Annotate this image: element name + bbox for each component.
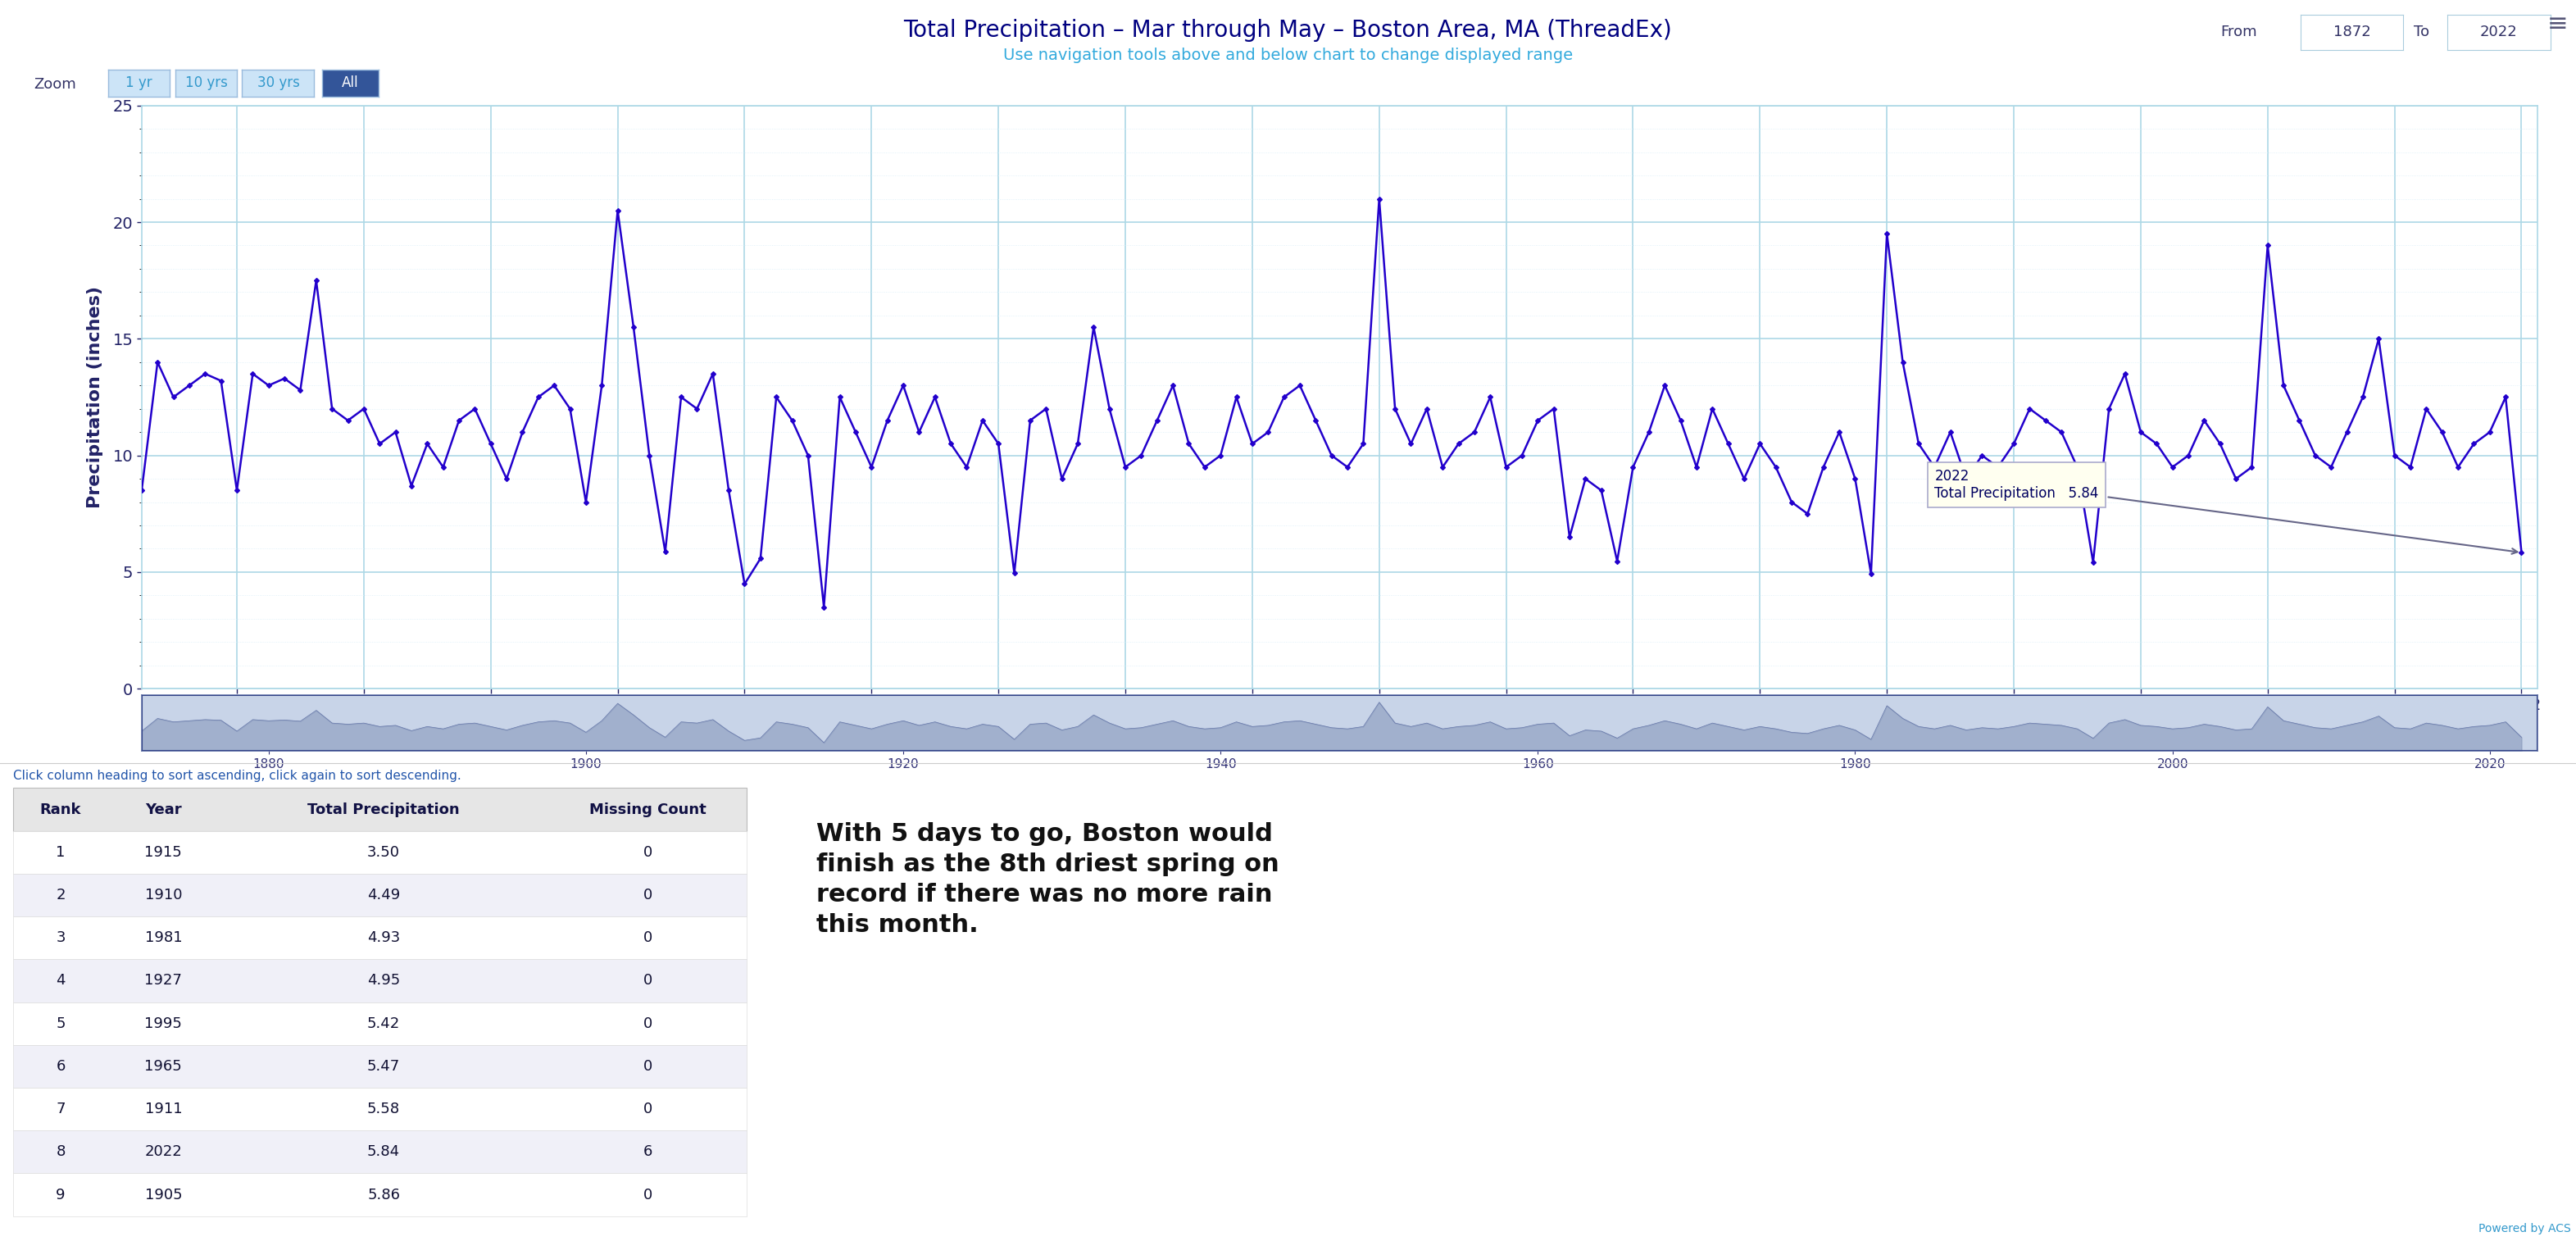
Text: 3: 3 [57, 931, 64, 946]
Text: 5.47: 5.47 [368, 1059, 399, 1073]
Text: 3.50: 3.50 [368, 845, 399, 860]
Text: 9: 9 [57, 1188, 64, 1203]
Text: 0: 0 [644, 973, 652, 988]
Text: 1965: 1965 [144, 1059, 183, 1073]
Text: 30 yrs: 30 yrs [258, 76, 299, 91]
Bar [13, 1131, 747, 1174]
Text: 1981: 1981 [144, 931, 183, 946]
Text: 1927: 1927 [144, 973, 183, 988]
Text: Click column heading to sort ascending, click again to sort descending.: Click column heading to sort ascending, … [13, 769, 461, 782]
Text: 4: 4 [57, 973, 64, 988]
Text: Missing Count: Missing Count [590, 802, 706, 817]
Text: 0: 0 [644, 1059, 652, 1073]
Text: 4.93: 4.93 [368, 931, 399, 946]
Text: Year: Year [144, 802, 183, 817]
Y-axis label: Precipitation (inches): Precipitation (inches) [88, 287, 103, 508]
Text: 2022: 2022 [2481, 25, 2517, 40]
Text: 0: 0 [644, 1102, 652, 1117]
Bar [13, 1174, 747, 1216]
Text: 1905: 1905 [144, 1188, 183, 1203]
Text: Total Precipitation – Mar through May – Boston Area, MA (ThreadEx): Total Precipitation – Mar through May – … [904, 19, 1672, 41]
Text: 0: 0 [644, 931, 652, 946]
Text: From: From [2221, 25, 2257, 40]
Text: 7: 7 [57, 1102, 64, 1117]
Text: 1911: 1911 [144, 1102, 183, 1117]
Bar [13, 831, 747, 874]
Text: 1915: 1915 [144, 845, 183, 860]
Text: 0: 0 [644, 1188, 652, 1203]
Text: 2022
Total Precipitation   5.84: 2022 Total Precipitation 5.84 [1935, 469, 2517, 553]
Text: 1910: 1910 [144, 887, 183, 902]
Text: All: All [343, 76, 358, 91]
Bar [13, 874, 747, 916]
Text: 5.58: 5.58 [368, 1102, 399, 1117]
Text: Use navigation tools above and below chart to change displayed range: Use navigation tools above and below cha… [1002, 47, 1574, 63]
Text: 6: 6 [57, 1059, 64, 1073]
Text: Zoom: Zoom [33, 77, 75, 92]
Text: 1872: 1872 [2334, 25, 2370, 40]
Text: 5: 5 [57, 1016, 64, 1031]
Bar [13, 959, 747, 1003]
Text: Powered by ACS: Powered by ACS [2478, 1224, 2571, 1235]
Text: 10 yrs: 10 yrs [185, 76, 227, 91]
Bar [13, 1045, 747, 1087]
Text: 0: 0 [644, 1016, 652, 1031]
Text: 2: 2 [57, 887, 64, 902]
Text: 0: 0 [644, 845, 652, 860]
Text: 4.49: 4.49 [368, 887, 399, 902]
Text: 5.84: 5.84 [368, 1144, 399, 1159]
Text: With 5 days to go, Boston would
finish as the 8th driest spring on
record if the: With 5 days to go, Boston would finish a… [817, 823, 1280, 937]
Text: 1 yr: 1 yr [126, 76, 152, 91]
Bar [13, 1003, 747, 1045]
Text: 2022: 2022 [144, 1144, 183, 1159]
Bar [13, 916, 747, 959]
Text: 4.95: 4.95 [368, 973, 399, 988]
Text: 6: 6 [644, 1144, 652, 1159]
Text: 1995: 1995 [144, 1016, 183, 1031]
Text: To: To [2414, 25, 2429, 40]
Text: 0: 0 [644, 887, 652, 902]
Text: 5.42: 5.42 [368, 1016, 399, 1031]
Text: 1: 1 [57, 845, 64, 860]
Text: Rank: Rank [39, 802, 82, 817]
Text: Total Precipitation: Total Precipitation [307, 802, 459, 817]
Text: ≡: ≡ [2548, 12, 2568, 36]
Text: 5.86: 5.86 [368, 1188, 399, 1203]
Bar [13, 1087, 747, 1131]
Bar [13, 788, 747, 831]
Text: 8: 8 [57, 1144, 64, 1159]
